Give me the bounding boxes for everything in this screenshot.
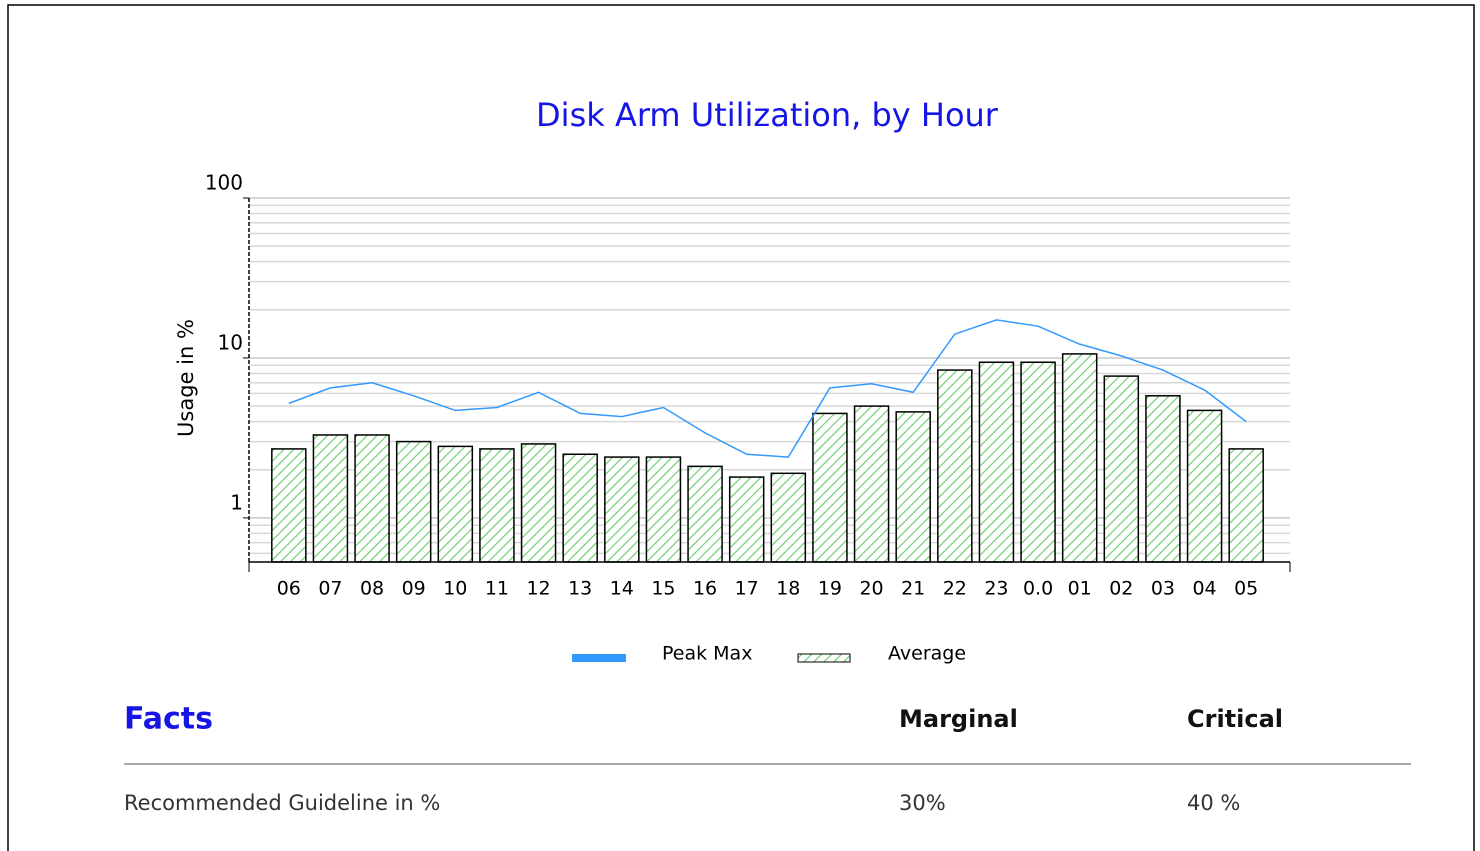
bar xyxy=(1145,395,1181,563)
bar xyxy=(1061,353,1098,563)
x-tick-label: 17 xyxy=(735,578,759,600)
x-tick-label: 10 xyxy=(443,578,467,600)
y-tick-label: 10 xyxy=(218,330,243,354)
x-tick-label: 19 xyxy=(818,578,842,600)
bar xyxy=(395,440,432,563)
x-tick-label: 12 xyxy=(526,578,550,600)
column-header: Marginal xyxy=(899,705,1018,733)
x-tick-label: 04 xyxy=(1192,578,1216,600)
bar xyxy=(520,443,557,563)
frame xyxy=(7,4,1475,851)
x-tick-label: 22 xyxy=(943,578,967,600)
cell: 30% xyxy=(899,791,946,815)
bar xyxy=(1020,361,1056,563)
cell: 40 % xyxy=(1187,791,1240,815)
x-tick-label: 05 xyxy=(1234,578,1258,600)
x-tick-label: 15 xyxy=(651,578,675,600)
x-tick-label: 06 xyxy=(277,578,301,600)
x-tick-label: 11 xyxy=(485,578,509,600)
y-tick-label: 1 xyxy=(230,490,243,514)
legend-label: Peak Max xyxy=(662,643,752,665)
bar xyxy=(562,453,598,563)
bar xyxy=(812,412,848,563)
legend-label: Average xyxy=(888,643,966,665)
x-tick-label: 09 xyxy=(402,578,426,600)
x-tick-label: 02 xyxy=(1109,578,1133,600)
x-tick-label: 07 xyxy=(318,578,342,600)
x-tick-label: 13 xyxy=(568,578,592,600)
chart-title: Disk Arm Utilization, by Hour xyxy=(536,96,999,134)
line xyxy=(288,319,1247,458)
bar xyxy=(604,456,640,563)
x-tick-label: 01 xyxy=(1068,578,1092,600)
x-tick-label: 16 xyxy=(693,578,717,600)
x-tick-label: 21 xyxy=(901,578,925,600)
bar xyxy=(354,434,390,563)
bar xyxy=(1228,448,1264,563)
bar xyxy=(728,476,765,563)
bar xyxy=(853,405,890,563)
bar xyxy=(978,361,1015,563)
x-tick-label: 20 xyxy=(859,578,883,600)
row-label: Recommended Guideline in % xyxy=(124,791,440,815)
bar xyxy=(895,411,931,563)
bar xyxy=(271,448,307,563)
bar xyxy=(479,448,515,563)
column-header: Critical xyxy=(1187,705,1283,733)
x-tick-label: 14 xyxy=(610,578,634,600)
bar xyxy=(770,472,807,563)
bar xyxy=(1103,375,1140,563)
legend-swatch xyxy=(797,653,851,663)
x-tick-label: 23 xyxy=(984,578,1008,600)
x-tick-label: 08 xyxy=(360,578,384,600)
y-tick-label: 100 xyxy=(205,171,243,195)
x-tick-label: 0.0 xyxy=(1023,578,1053,600)
bar xyxy=(437,445,474,563)
bar xyxy=(937,369,973,563)
facts-title: Facts xyxy=(124,702,213,737)
bar xyxy=(1186,409,1223,563)
bar xyxy=(312,434,349,563)
x-tick-label: 03 xyxy=(1151,578,1175,600)
bar xyxy=(645,456,682,563)
x-tick-label: 18 xyxy=(776,578,800,600)
y-axis-label: Usage in % xyxy=(174,319,198,437)
plot: 1 10 100 06 07 08 09 10 11 12 13 14 15 16 17 18 19 20 21 22… xyxy=(205,171,1291,665)
bar xyxy=(687,465,723,563)
legend-swatch xyxy=(572,654,626,662)
